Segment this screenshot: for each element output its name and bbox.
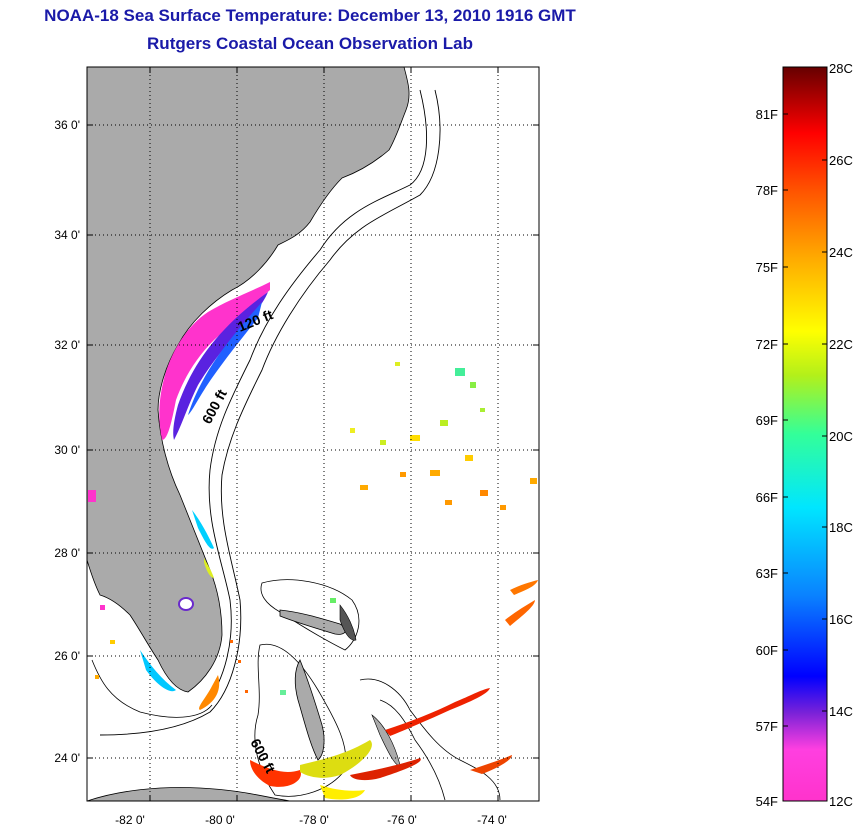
sst-orange-filament-2 bbox=[510, 580, 538, 595]
sst-yellow-patch-2 bbox=[320, 785, 365, 800]
map-gridlines bbox=[87, 67, 539, 801]
lat-tick-label: 28 0' bbox=[54, 546, 80, 560]
us-landmass bbox=[87, 67, 410, 693]
colorbar-f-label: 75F bbox=[756, 260, 778, 275]
bahamas-contour-inner bbox=[379, 699, 446, 801]
colorbar-tickmarks bbox=[783, 113, 827, 727]
colorbar-f-label: 69F bbox=[756, 413, 778, 428]
colorbar-c-label: 24C bbox=[829, 245, 853, 260]
lon-tick-label: -74 0' bbox=[477, 813, 507, 827]
sst-cold-band-pink bbox=[159, 282, 270, 440]
colorbar-f-label: 60F bbox=[756, 643, 778, 658]
colorbar-c-label: 18C bbox=[829, 520, 853, 535]
lake-okeechobee bbox=[178, 597, 194, 611]
colorbar-c-label: 22C bbox=[829, 337, 853, 352]
sst-orange-filament bbox=[505, 600, 535, 626]
great-bahama-bank bbox=[254, 643, 347, 797]
sst-scattered-pixels bbox=[88, 362, 537, 695]
lat-tick-label: 34 0' bbox=[54, 228, 80, 242]
colorbar-f-label: 78F bbox=[756, 183, 778, 198]
map-subtitle: Rutgers Coastal Ocean Observation Lab bbox=[147, 34, 473, 53]
map-frame bbox=[86, 66, 540, 802]
colorbar-c-label: 16C bbox=[829, 612, 853, 627]
lat-tick-label: 26 0' bbox=[54, 649, 80, 663]
colorbar-c-label: 26C bbox=[829, 153, 853, 168]
sst-yellow-green-patch bbox=[204, 558, 214, 578]
sst-red-filament-2 bbox=[350, 758, 421, 781]
contour-gulf bbox=[91, 659, 213, 718]
colorbar-c-label: 20C bbox=[829, 429, 853, 444]
lon-tick-label: -82 0' bbox=[115, 813, 145, 827]
lat-tick-label: 36 0' bbox=[54, 118, 80, 132]
lon-tick-label: -76 0' bbox=[387, 813, 417, 827]
colorbar-c-label: 14C bbox=[829, 704, 853, 719]
abaco-island bbox=[339, 604, 357, 641]
little-bahama-bank bbox=[260, 579, 360, 651]
contour-600ft bbox=[99, 89, 441, 736]
sst-cyan-patch-2 bbox=[140, 650, 176, 692]
sst-cyan-patch-1 bbox=[192, 510, 214, 549]
sst-straits-orange bbox=[199, 675, 220, 710]
lon-tick-label: -80 0' bbox=[205, 813, 235, 827]
andros-island bbox=[294, 659, 325, 761]
sst-red-patch-1 bbox=[250, 760, 301, 787]
sst-yellow-patch bbox=[300, 740, 372, 778]
colorbar-c-label: 12C bbox=[829, 794, 853, 809]
grand-bahama bbox=[279, 609, 346, 635]
cuba bbox=[87, 787, 291, 801]
colorbar-f-label: 66F bbox=[756, 490, 778, 505]
colorbar-f-label: 72F bbox=[756, 337, 778, 352]
colorbar-f-label: 63F bbox=[756, 566, 778, 581]
lat-tick-label: 24 0' bbox=[54, 751, 80, 765]
contour-120ft bbox=[204, 89, 427, 706]
colorbar-f-label: 54F bbox=[756, 794, 778, 809]
map-title: NOAA-18 Sea Surface Temperature: Decembe… bbox=[44, 6, 576, 25]
lat-tick-label: 32 0' bbox=[54, 338, 80, 352]
colorbar-f-label: 57F bbox=[756, 719, 778, 734]
lon-tick-label: -78 0' bbox=[299, 813, 329, 827]
map-tickmarks bbox=[87, 67, 539, 801]
lat-tick-label: 30 0' bbox=[54, 443, 80, 457]
sst-red-filament-3 bbox=[470, 755, 512, 774]
sst-cold-band-blue bbox=[188, 302, 262, 415]
bahamas-contour-east bbox=[359, 678, 501, 801]
colorbar bbox=[782, 66, 828, 802]
colorbar-f-label: 81F bbox=[756, 107, 778, 122]
colorbar-c-label: 28C bbox=[829, 61, 853, 76]
